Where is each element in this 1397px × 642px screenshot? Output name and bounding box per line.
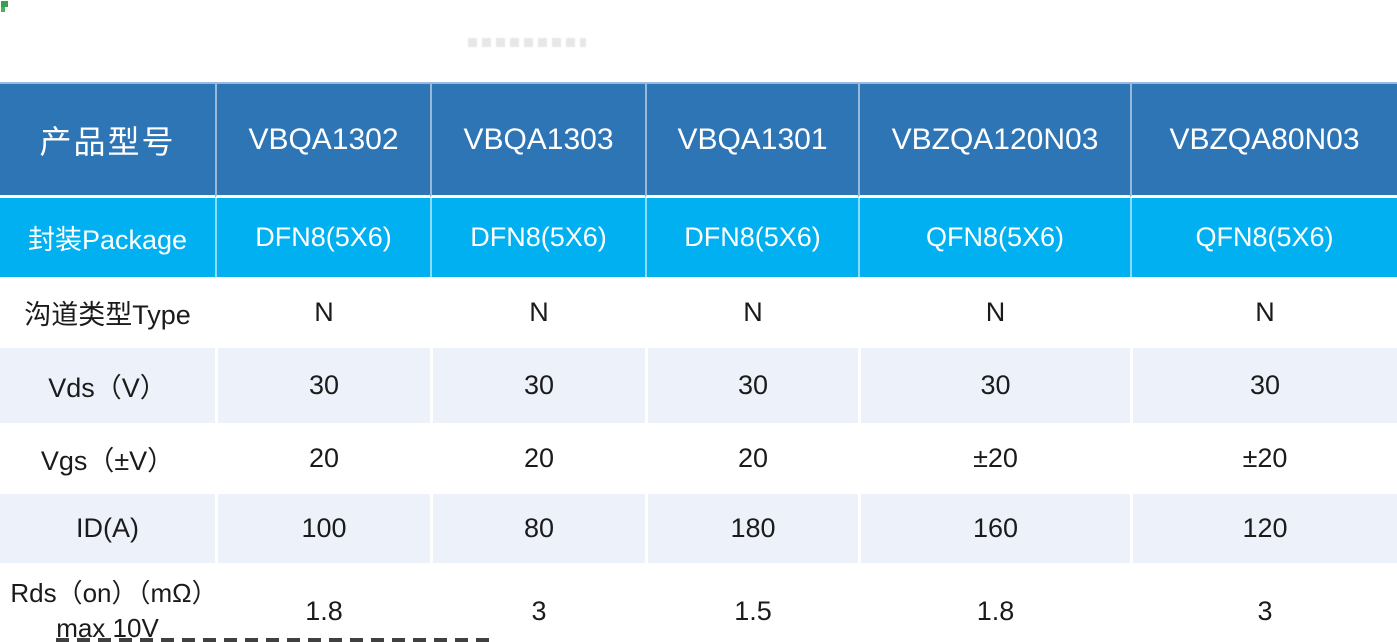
spec-value-cell: 100 [215, 494, 430, 563]
spec-row-vds: Vds（V） 30 30 30 30 30 [0, 348, 1397, 423]
spec-value-cell: 30 [430, 348, 645, 423]
row-label-rds-on: Rds（on）（mΩ）max 10V [0, 563, 215, 642]
row-label-vds: Vds（V） [0, 348, 215, 423]
product-spec-table: 产品型号 VBQA1302 VBQA1303 VBQA1301 VBZQA120… [0, 82, 1397, 642]
cutoff-text-fragment [56, 638, 494, 642]
spec-value-cell: DFN8(5X6) [645, 198, 858, 277]
spec-row-package: 封装Package DFN8(5X6) DFN8(5X6) DFN8(5X6) … [0, 198, 1397, 277]
spec-value-cell: 30 [1130, 348, 1397, 423]
spec-value-cell: 80 [430, 494, 645, 563]
spec-value-cell: 120 [1130, 494, 1397, 563]
spec-value-cell: N [645, 277, 858, 348]
spec-value-cell: 30 [858, 348, 1130, 423]
spec-value-cell: N [430, 277, 645, 348]
row-label-channel-type: 沟道类型Type [0, 277, 215, 348]
model-name-cell: VBQA1302 [215, 82, 430, 198]
spec-row-channel-type: 沟道类型Type N N N N N [0, 277, 1397, 348]
spec-value-cell: DFN8(5X6) [430, 198, 645, 277]
spec-value-cell: 20 [430, 423, 645, 494]
row-label-vgs: Vgs（±V） [0, 423, 215, 494]
spec-row-vgs: Vgs（±V） 20 20 20 ±20 ±20 [0, 423, 1397, 494]
spec-value-cell: 30 [645, 348, 858, 423]
model-name-cell: VBZQA120N03 [858, 82, 1130, 198]
spec-value-cell: 30 [215, 348, 430, 423]
row-label-product-model: 产品型号 [0, 82, 215, 198]
spec-value-cell: 3 [1130, 563, 1397, 642]
spec-value-cell: 3 [430, 563, 645, 642]
model-name-cell: VBQA1301 [645, 82, 858, 198]
row-label-id: ID(A) [0, 494, 215, 563]
green-corner-mark-icon [1, 1, 9, 12]
spec-value-cell: 1.8 [858, 563, 1130, 642]
faint-watermark [468, 38, 586, 47]
model-name-cell: VBZQA80N03 [1130, 82, 1397, 198]
spec-value-cell: ±20 [1130, 423, 1397, 494]
spec-value-cell: 1.5 [645, 563, 858, 642]
header-row: 产品型号 VBQA1302 VBQA1303 VBQA1301 VBZQA120… [0, 82, 1397, 198]
spec-row-rds-on: Rds（on）（mΩ）max 10V 1.8 3 1.5 1.8 3 [0, 563, 1397, 642]
model-name-cell: VBQA1303 [430, 82, 645, 198]
spec-value-cell: QFN8(5X6) [1130, 198, 1397, 277]
spec-value-cell: N [215, 277, 430, 348]
spec-value-cell: 20 [215, 423, 430, 494]
spec-value-cell: QFN8(5X6) [858, 198, 1130, 277]
spec-value-cell: N [858, 277, 1130, 348]
row-label-package: 封装Package [0, 198, 215, 277]
spec-row-id: ID(A) 100 80 180 160 120 [0, 494, 1397, 563]
spec-value-cell: 160 [858, 494, 1130, 563]
spec-value-cell: 1.8 [215, 563, 430, 642]
spec-value-cell: 180 [645, 494, 858, 563]
spec-value-cell: ±20 [858, 423, 1130, 494]
spec-value-cell: DFN8(5X6) [215, 198, 430, 277]
spec-value-cell: 20 [645, 423, 858, 494]
spec-value-cell: N [1130, 277, 1397, 348]
